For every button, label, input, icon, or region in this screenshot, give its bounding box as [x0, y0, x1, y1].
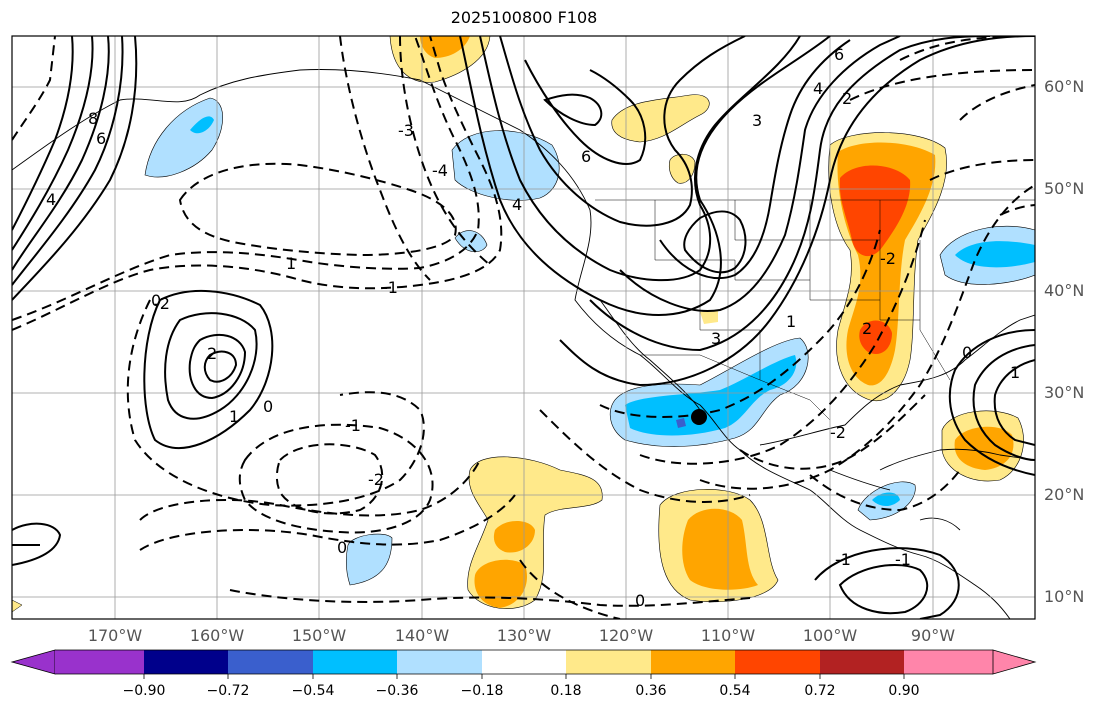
colorbar-swatch — [10, 649, 56, 675]
grid-layer — [12, 36, 1035, 619]
borders-layer — [595, 199, 1035, 421]
contour-label: 3 — [711, 329, 721, 348]
lon-label: 100°W — [802, 626, 858, 645]
contour-label: 1 — [286, 254, 296, 273]
contour-label: 6 — [96, 129, 106, 148]
colorbar-swatch — [820, 650, 904, 674]
contour-label: -1 — [345, 416, 361, 435]
colorbar-swatch — [397, 650, 482, 674]
colorbar-tick-label: −0.54 — [291, 683, 335, 699]
contour-label: -4 — [432, 161, 448, 180]
colorbar-swatch — [992, 649, 1037, 675]
lon-label: 150°W — [291, 626, 347, 645]
contour-label: 4 — [46, 190, 56, 209]
contour-label: -2 — [830, 423, 846, 442]
contour-label: 0 — [962, 343, 972, 362]
colorbar-tick-label: −0.18 — [460, 683, 504, 699]
colorbar-tick-label: 0.54 — [719, 683, 751, 699]
contour-label: 0 — [263, 397, 273, 416]
contour-label: -2 — [880, 249, 896, 268]
lat-label: 10°N — [1044, 587, 1085, 606]
contour-label: -1 — [895, 550, 911, 569]
contour-label-layer: 8 6 4 6 4 3 2 1 0 -1 -2 -3 -4 2 1 0 -1 -… — [46, 45, 1020, 610]
storm-center-marker — [691, 409, 707, 425]
dashed-contours — [12, 36, 1035, 619]
lat-label: 30°N — [1044, 383, 1085, 402]
solid-contours — [12, 36, 1035, 619]
contour-label: 0 — [635, 591, 645, 610]
contour-label: 2 — [207, 344, 217, 363]
contour-label: 6 — [581, 147, 591, 166]
colorbar-swatch — [735, 650, 820, 674]
colorbar-swatch — [228, 650, 313, 674]
lat-label: 20°N — [1044, 485, 1085, 504]
contour-label: 3 — [752, 111, 762, 130]
lon-label: 130°W — [496, 626, 552, 645]
colorbar-swatch — [904, 650, 993, 674]
contour-label: -3 — [398, 121, 414, 140]
lon-label: 140°W — [394, 626, 450, 645]
contour-label: 4 — [512, 195, 522, 214]
contour-label: 6 — [834, 45, 844, 64]
contour-label: 4 — [813, 79, 823, 98]
contour-label: -2 — [154, 294, 170, 313]
colorbar-tick-label: −0.36 — [375, 683, 419, 699]
contour-label: 2 — [862, 319, 872, 338]
map-frame — [11, 35, 1036, 620]
colorbar-tick-label: −0.72 — [206, 683, 250, 699]
colorbar-swatch — [482, 650, 566, 674]
contour-label: -2 — [368, 470, 384, 489]
contour-label: 1 — [1010, 363, 1020, 382]
map-title: 2025100800 F108 — [450, 8, 598, 27]
colorbar-tick-label: 0.36 — [635, 683, 667, 699]
colorbar-tick-label: 0.72 — [804, 683, 836, 699]
contour-label: 8 — [88, 109, 98, 128]
lon-label: 170°W — [87, 626, 143, 645]
lon-label: 110°W — [700, 626, 756, 645]
colorbar-swatch — [144, 650, 228, 674]
lon-label: 120°W — [598, 626, 654, 645]
lon-label: 160°W — [189, 626, 245, 645]
colorbar-tick-label: 0.90 — [888, 683, 920, 699]
contour-label: 1 — [786, 312, 796, 331]
colorbar-swatch — [55, 650, 144, 674]
lat-label: 60°N — [1044, 77, 1085, 96]
lat-label: 50°N — [1044, 179, 1085, 198]
contour-label: 0 — [151, 291, 161, 310]
lat-label: 40°N — [1044, 281, 1085, 300]
contour-label: 1 — [229, 407, 239, 426]
contour-label: -1 — [382, 278, 398, 297]
contour-label: 0 — [337, 538, 347, 557]
contour-label: 2 — [842, 89, 852, 108]
colorbar-swatch — [313, 650, 397, 674]
lon-label: 90°W — [910, 626, 956, 645]
colorbar-tick-label: −0.90 — [122, 683, 166, 699]
colorbar-swatch — [651, 650, 735, 674]
colorbar-tick-label: 0.18 — [550, 683, 582, 699]
colorbar-swatch — [566, 650, 651, 674]
contour-label: -1 — [835, 550, 851, 569]
colorbar — [10, 649, 1037, 679]
